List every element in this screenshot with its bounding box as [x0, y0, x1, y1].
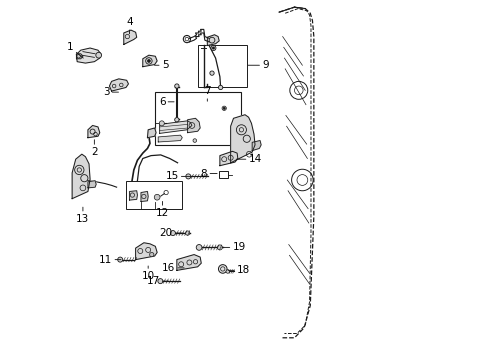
Circle shape: [212, 47, 215, 49]
Circle shape: [226, 270, 230, 273]
Polygon shape: [207, 35, 219, 45]
Polygon shape: [143, 55, 157, 67]
Text: 7: 7: [204, 86, 211, 101]
Polygon shape: [136, 243, 157, 260]
Circle shape: [149, 252, 154, 257]
Text: 9: 9: [248, 60, 269, 70]
Polygon shape: [158, 135, 182, 142]
Circle shape: [222, 106, 226, 111]
Polygon shape: [124, 30, 137, 44]
Polygon shape: [141, 192, 148, 202]
Circle shape: [219, 85, 223, 90]
Text: 4: 4: [126, 17, 133, 34]
Circle shape: [175, 118, 179, 122]
Polygon shape: [72, 154, 90, 199]
Polygon shape: [147, 128, 156, 138]
Circle shape: [154, 194, 160, 200]
Circle shape: [147, 59, 150, 62]
Text: 14: 14: [236, 154, 262, 164]
Text: 17: 17: [147, 276, 169, 286]
Text: 16: 16: [162, 263, 184, 273]
Circle shape: [219, 265, 227, 273]
Polygon shape: [220, 151, 238, 166]
Circle shape: [196, 244, 202, 250]
Polygon shape: [76, 54, 83, 59]
Polygon shape: [109, 79, 128, 91]
Text: 18: 18: [228, 265, 250, 275]
Circle shape: [223, 107, 225, 109]
Text: 13: 13: [76, 207, 90, 224]
Text: 10: 10: [142, 266, 155, 281]
Polygon shape: [88, 181, 96, 188]
Text: 1: 1: [67, 42, 83, 58]
Polygon shape: [188, 118, 200, 133]
Bar: [155, 92, 241, 145]
Bar: [219, 171, 228, 178]
Text: 11: 11: [99, 255, 121, 265]
Text: 5: 5: [154, 60, 169, 70]
Polygon shape: [129, 191, 137, 200]
Polygon shape: [177, 255, 201, 270]
Circle shape: [218, 245, 222, 250]
Circle shape: [96, 52, 101, 58]
Text: 12: 12: [156, 202, 169, 218]
Circle shape: [159, 121, 164, 126]
Polygon shape: [88, 126, 100, 138]
Circle shape: [118, 257, 122, 262]
Circle shape: [186, 231, 190, 235]
Polygon shape: [76, 48, 101, 63]
Circle shape: [211, 45, 216, 50]
Bar: [197, 45, 247, 87]
Text: 19: 19: [222, 242, 245, 252]
Text: 2: 2: [91, 140, 98, 157]
Text: 15: 15: [166, 171, 196, 181]
Polygon shape: [252, 140, 261, 150]
Circle shape: [158, 279, 163, 284]
Polygon shape: [231, 115, 255, 163]
Text: 8: 8: [201, 168, 217, 179]
Circle shape: [193, 139, 196, 142]
Text: 6: 6: [159, 97, 174, 107]
Circle shape: [186, 174, 191, 179]
Circle shape: [175, 84, 179, 88]
Text: 20: 20: [159, 228, 183, 238]
Circle shape: [171, 230, 175, 235]
Bar: [126, 181, 181, 210]
Polygon shape: [160, 121, 192, 134]
Text: 3: 3: [103, 87, 119, 97]
Circle shape: [210, 71, 214, 75]
